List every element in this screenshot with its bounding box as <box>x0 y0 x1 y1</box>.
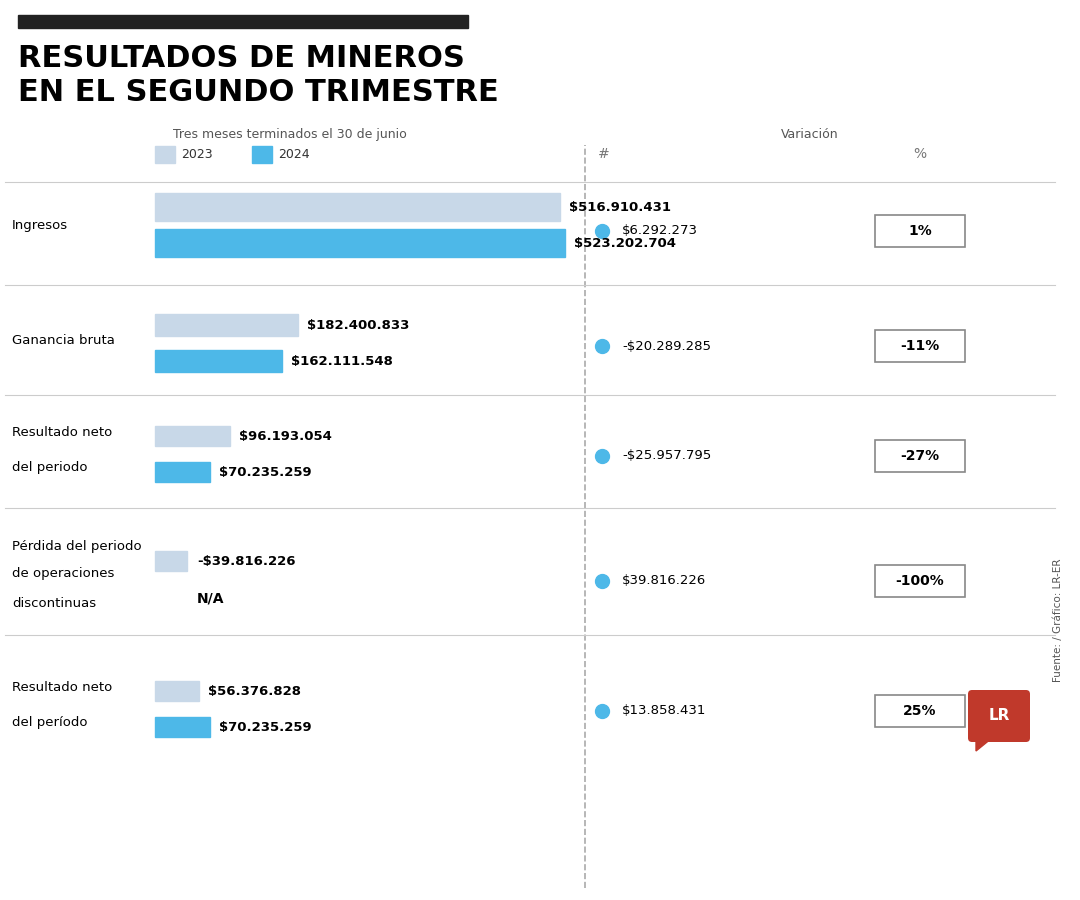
Text: $13.858.431: $13.858.431 <box>622 705 706 717</box>
Text: $96.193.054: $96.193.054 <box>240 429 333 443</box>
Text: -27%: -27% <box>901 449 940 463</box>
FancyBboxPatch shape <box>875 215 966 247</box>
Bar <box>156 551 187 571</box>
Bar <box>156 426 230 446</box>
Text: %: % <box>914 148 927 161</box>
Text: #: # <box>598 148 610 161</box>
Text: -$25.957.795: -$25.957.795 <box>622 449 712 463</box>
Text: Fuente: / Gráfico: LR-ER: Fuente: / Gráfico: LR-ER <box>1053 558 1063 682</box>
Text: $70.235.259: $70.235.259 <box>219 721 312 734</box>
Bar <box>156 717 210 737</box>
Bar <box>156 681 199 701</box>
Text: $56.376.828: $56.376.828 <box>208 685 301 698</box>
FancyBboxPatch shape <box>875 330 966 362</box>
Bar <box>156 350 282 372</box>
Text: $70.235.259: $70.235.259 <box>219 465 312 479</box>
FancyBboxPatch shape <box>875 565 966 597</box>
Text: Variación: Variación <box>781 128 839 141</box>
Bar <box>156 314 298 336</box>
Text: $182.400.833: $182.400.833 <box>307 319 409 331</box>
Text: discontinuas: discontinuas <box>12 597 96 610</box>
Text: N/A: N/A <box>197 592 225 606</box>
Text: 2023: 2023 <box>181 148 213 161</box>
Bar <box>156 193 561 221</box>
Text: -11%: -11% <box>901 339 940 353</box>
Text: $516.910.431: $516.910.431 <box>569 201 671 213</box>
Text: RESULTADOS DE MINEROS: RESULTADOS DE MINEROS <box>18 44 464 73</box>
Text: EN EL SEGUNDO TRIMESTRE: EN EL SEGUNDO TRIMESTRE <box>18 78 499 107</box>
Text: Ingresos: Ingresos <box>12 219 68 231</box>
Text: del período: del período <box>12 716 87 729</box>
Bar <box>156 462 210 482</box>
FancyBboxPatch shape <box>875 695 966 727</box>
Text: Ganancia bruta: Ganancia bruta <box>12 334 114 346</box>
Text: 2024: 2024 <box>278 148 310 161</box>
Text: Resultado neto: Resultado neto <box>12 681 112 694</box>
Text: 25%: 25% <box>903 704 936 718</box>
Polygon shape <box>976 738 993 751</box>
Bar <box>156 229 565 257</box>
Text: $39.816.226: $39.816.226 <box>622 574 706 588</box>
Text: $523.202.704: $523.202.704 <box>573 237 676 249</box>
Bar <box>156 146 175 163</box>
Text: -100%: -100% <box>895 574 944 588</box>
Text: Resultado neto: Resultado neto <box>12 426 112 439</box>
Text: -$20.289.285: -$20.289.285 <box>622 339 711 353</box>
FancyBboxPatch shape <box>875 440 966 472</box>
Text: del periodo: del periodo <box>12 461 87 474</box>
Text: $6.292.273: $6.292.273 <box>622 224 698 238</box>
Text: 1%: 1% <box>908 224 932 238</box>
Text: -$39.816.226: -$39.816.226 <box>197 554 296 568</box>
Text: Tres meses terminados el 30 de junio: Tres meses terminados el 30 de junio <box>173 128 407 141</box>
Text: Pérdida del periodo: Pérdida del periodo <box>12 540 141 553</box>
Text: de operaciones: de operaciones <box>12 566 114 580</box>
FancyBboxPatch shape <box>968 690 1030 742</box>
Text: LR: LR <box>988 708 1010 724</box>
Bar <box>252 146 272 163</box>
Bar <box>18 15 468 28</box>
Text: $162.111.548: $162.111.548 <box>291 355 393 367</box>
